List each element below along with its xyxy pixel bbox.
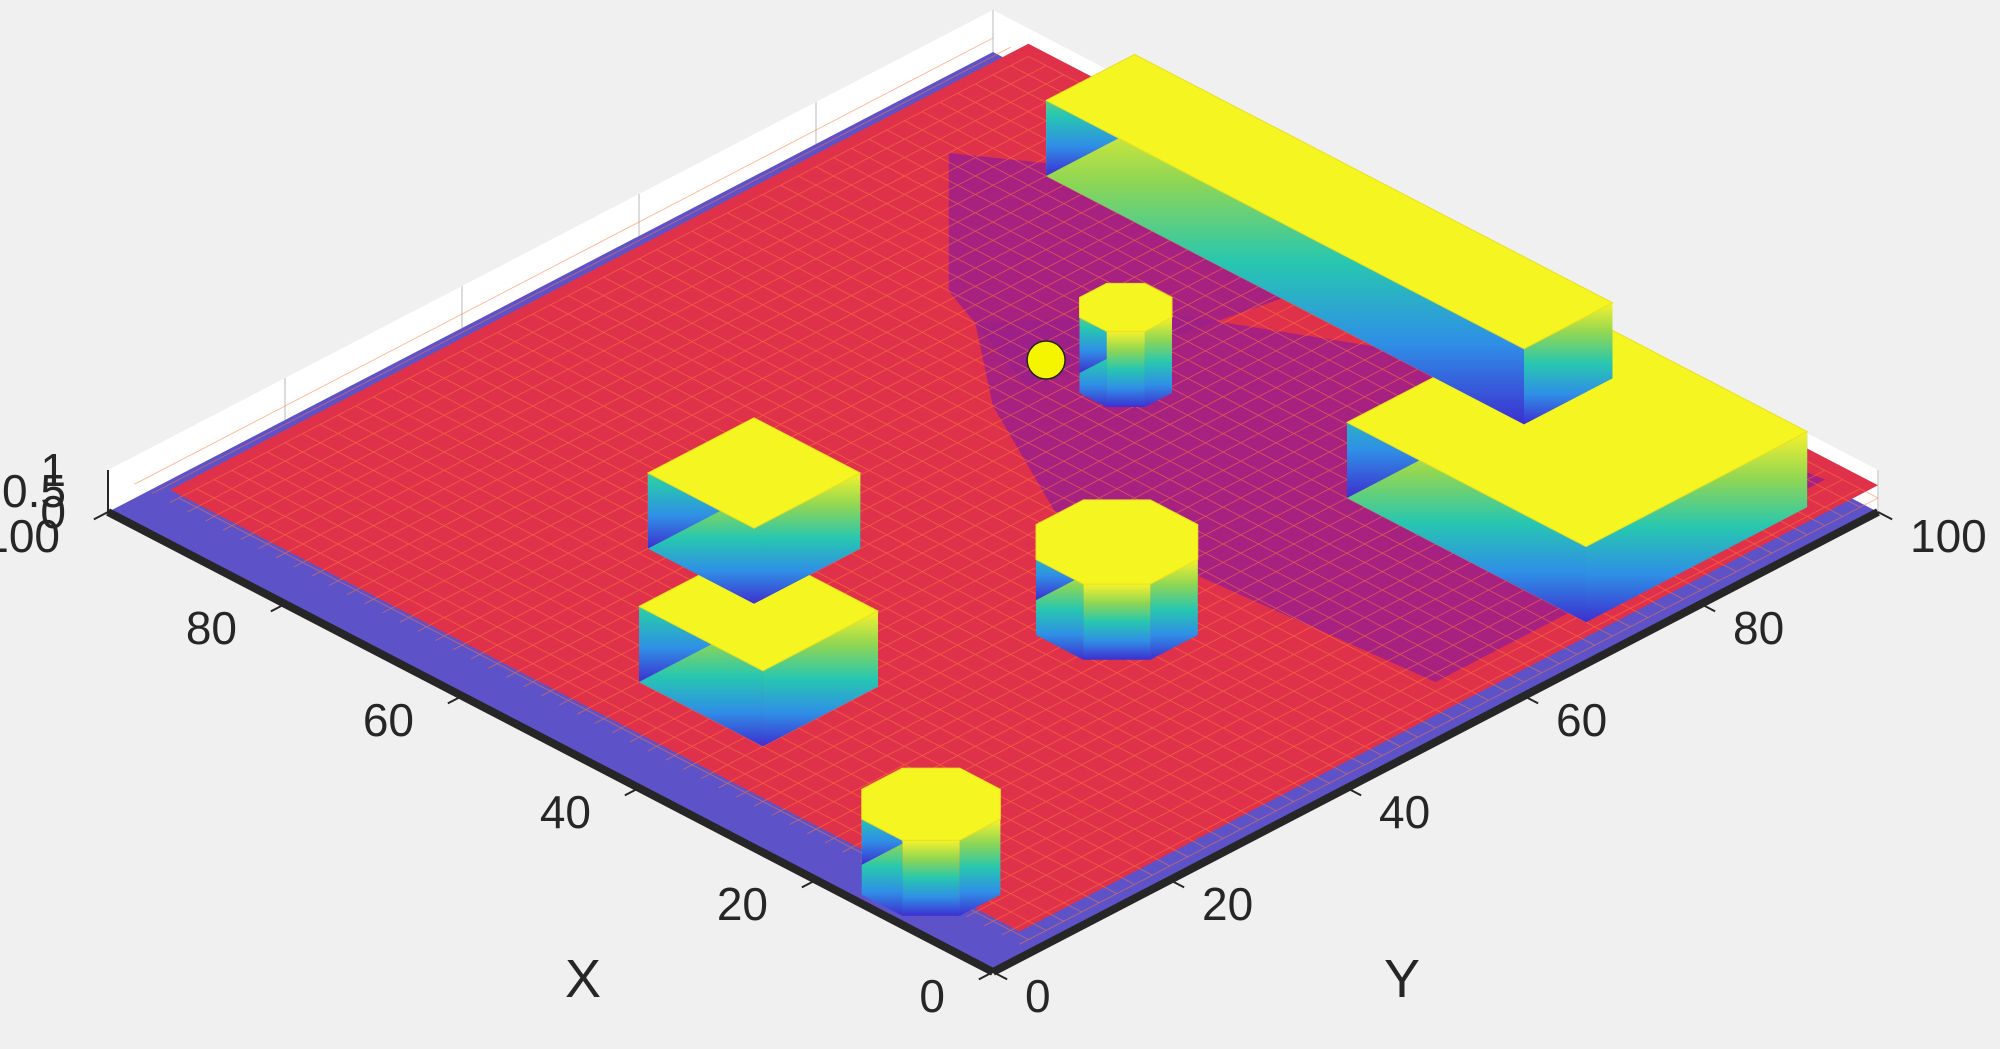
mesh-line — [382, 166, 1242, 614]
y-tick — [1169, 879, 1185, 889]
obstacle-side — [1144, 317, 1172, 407]
z-tick-label: 0.5 — [2, 465, 66, 517]
x-axis-label: X — [565, 949, 601, 1009]
x-tick-label: 40 — [540, 786, 591, 838]
obstacle-top — [861, 767, 1001, 841]
mesh-line — [205, 74, 1065, 522]
mesh-line — [364, 157, 1224, 605]
z-tick-label: 1 — [40, 444, 66, 496]
obstacle-side — [1524, 302, 1613, 425]
obstacle-top — [646, 417, 862, 529]
y-tick-label: 80 — [1733, 602, 1784, 654]
obstacle-side — [1046, 100, 1524, 425]
obstacle-side — [1586, 431, 1808, 623]
mesh-line — [240, 92, 1100, 540]
obstacle-side — [902, 840, 960, 916]
back-wall-x — [108, 10, 993, 512]
x-tick-label: 60 — [363, 694, 414, 746]
x-tick-label: 80 — [186, 602, 237, 654]
mesh-line — [152, 46, 1011, 494]
obstacle — [861, 767, 1001, 916]
x-tick — [93, 511, 109, 521]
x-tick — [270, 603, 286, 613]
y-tick — [992, 971, 1008, 981]
obstacle — [646, 417, 862, 604]
mesh-line — [275, 111, 1135, 559]
mesh-line — [311, 129, 1171, 577]
mesh-line — [258, 102, 1118, 549]
y-tick-label: 100 — [1910, 510, 1987, 562]
obstacle-top — [1079, 282, 1173, 332]
obstacle-side — [959, 819, 1001, 916]
y-tick-label: 40 — [1379, 786, 1430, 838]
y-tick — [1700, 603, 1716, 613]
x-tick — [801, 879, 817, 889]
x-tick-label: 100 — [0, 510, 60, 562]
mesh-line — [187, 65, 1047, 513]
mesh-line — [134, 37, 994, 485]
obstacle-side — [1083, 584, 1151, 660]
marker-point — [1026, 340, 1066, 380]
x-tick — [624, 787, 640, 797]
mesh-line — [1001, 488, 1861, 936]
y-tick-label: 20 — [1202, 878, 1253, 930]
obstacle-side — [754, 473, 861, 604]
y-axis-label: Y — [1384, 949, 1420, 1009]
obstacle-side — [762, 611, 878, 747]
obstacle-side — [1150, 559, 1198, 660]
axes — [93, 470, 1893, 981]
mesh-line — [222, 83, 1082, 531]
y-tick — [1346, 787, 1362, 797]
x-axis-line — [106, 508, 995, 976]
mesh-line — [346, 148, 1206, 595]
mesh-line — [470, 212, 1330, 660]
mesh-line — [417, 184, 1277, 632]
mesh-line — [452, 203, 1312, 651]
x-tick — [978, 971, 994, 981]
x-tick-label: 0 — [919, 970, 945, 1022]
x-tick — [447, 695, 463, 705]
mesh-line — [1019, 497, 1879, 945]
mesh-line — [169, 56, 1029, 503]
x-tick-label: 20 — [717, 878, 768, 930]
obstacle — [1045, 53, 1614, 425]
obstacle-side — [1347, 422, 1586, 623]
mesh-line — [399, 175, 1259, 623]
mesh-line — [329, 138, 1188, 586]
obstacle — [1079, 282, 1173, 407]
y-tick — [1523, 695, 1539, 705]
tick-labels: 02040608010002040608010000.51 — [0, 444, 1987, 1022]
y-tick-label: 60 — [1556, 694, 1607, 746]
obstacle-side — [1106, 331, 1145, 407]
marker-layer — [1026, 340, 1066, 380]
mesh-line — [488, 221, 1348, 669]
mesh-line — [435, 194, 1295, 641]
obstacles — [637, 53, 1809, 916]
z-tick-label: 0 — [40, 486, 66, 538]
y-axis-line — [991, 508, 1880, 976]
obstacle-top — [1035, 499, 1199, 585]
obstacle — [1035, 499, 1199, 660]
y-tick-label: 0 — [1025, 970, 1051, 1022]
y-tick — [1877, 511, 1893, 521]
mesh-line — [293, 120, 1153, 568]
obstacle-top — [1045, 53, 1614, 350]
